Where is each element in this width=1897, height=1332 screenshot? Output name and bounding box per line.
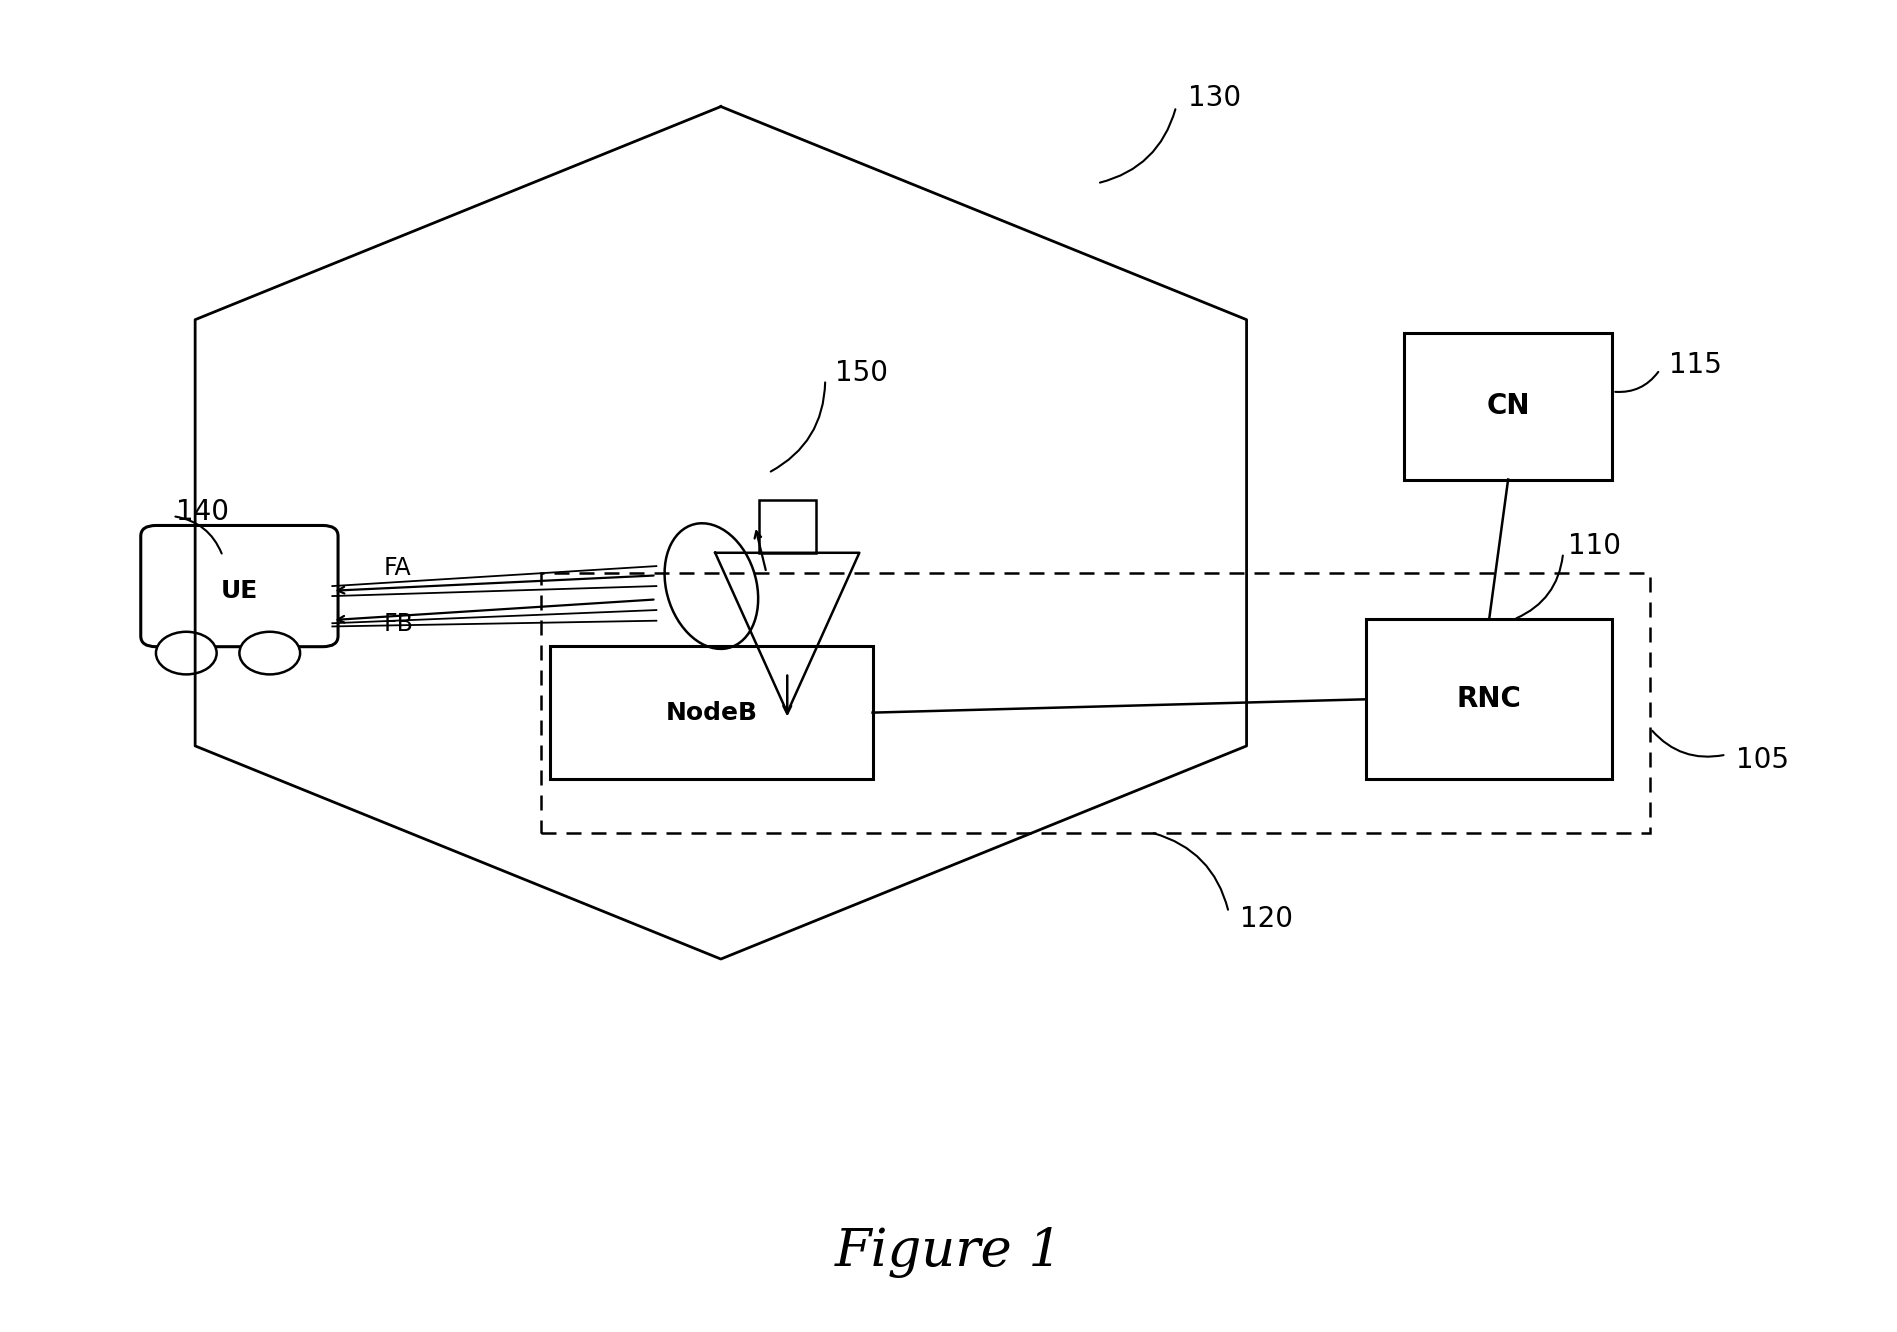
Text: 130: 130 — [1188, 84, 1241, 112]
Bar — [541, 573, 1650, 832]
FancyBboxPatch shape — [550, 646, 873, 779]
FancyBboxPatch shape — [1366, 619, 1612, 779]
Text: UE: UE — [220, 579, 258, 603]
Text: FB: FB — [383, 611, 414, 637]
Text: 120: 120 — [1241, 904, 1292, 934]
Circle shape — [156, 631, 216, 674]
Text: RNC: RNC — [1457, 685, 1521, 714]
Text: NodeB: NodeB — [666, 701, 757, 725]
Circle shape — [239, 631, 300, 674]
FancyBboxPatch shape — [1404, 333, 1612, 480]
FancyBboxPatch shape — [140, 525, 338, 646]
Text: 115: 115 — [1669, 352, 1722, 380]
Text: 140: 140 — [176, 498, 230, 526]
Bar — [759, 500, 816, 553]
Text: 150: 150 — [835, 358, 888, 388]
Text: 105: 105 — [1736, 746, 1789, 774]
Text: CN: CN — [1487, 392, 1529, 421]
Text: Figure 1: Figure 1 — [835, 1227, 1062, 1277]
Text: 110: 110 — [1569, 531, 1622, 561]
Text: FA: FA — [383, 555, 412, 581]
